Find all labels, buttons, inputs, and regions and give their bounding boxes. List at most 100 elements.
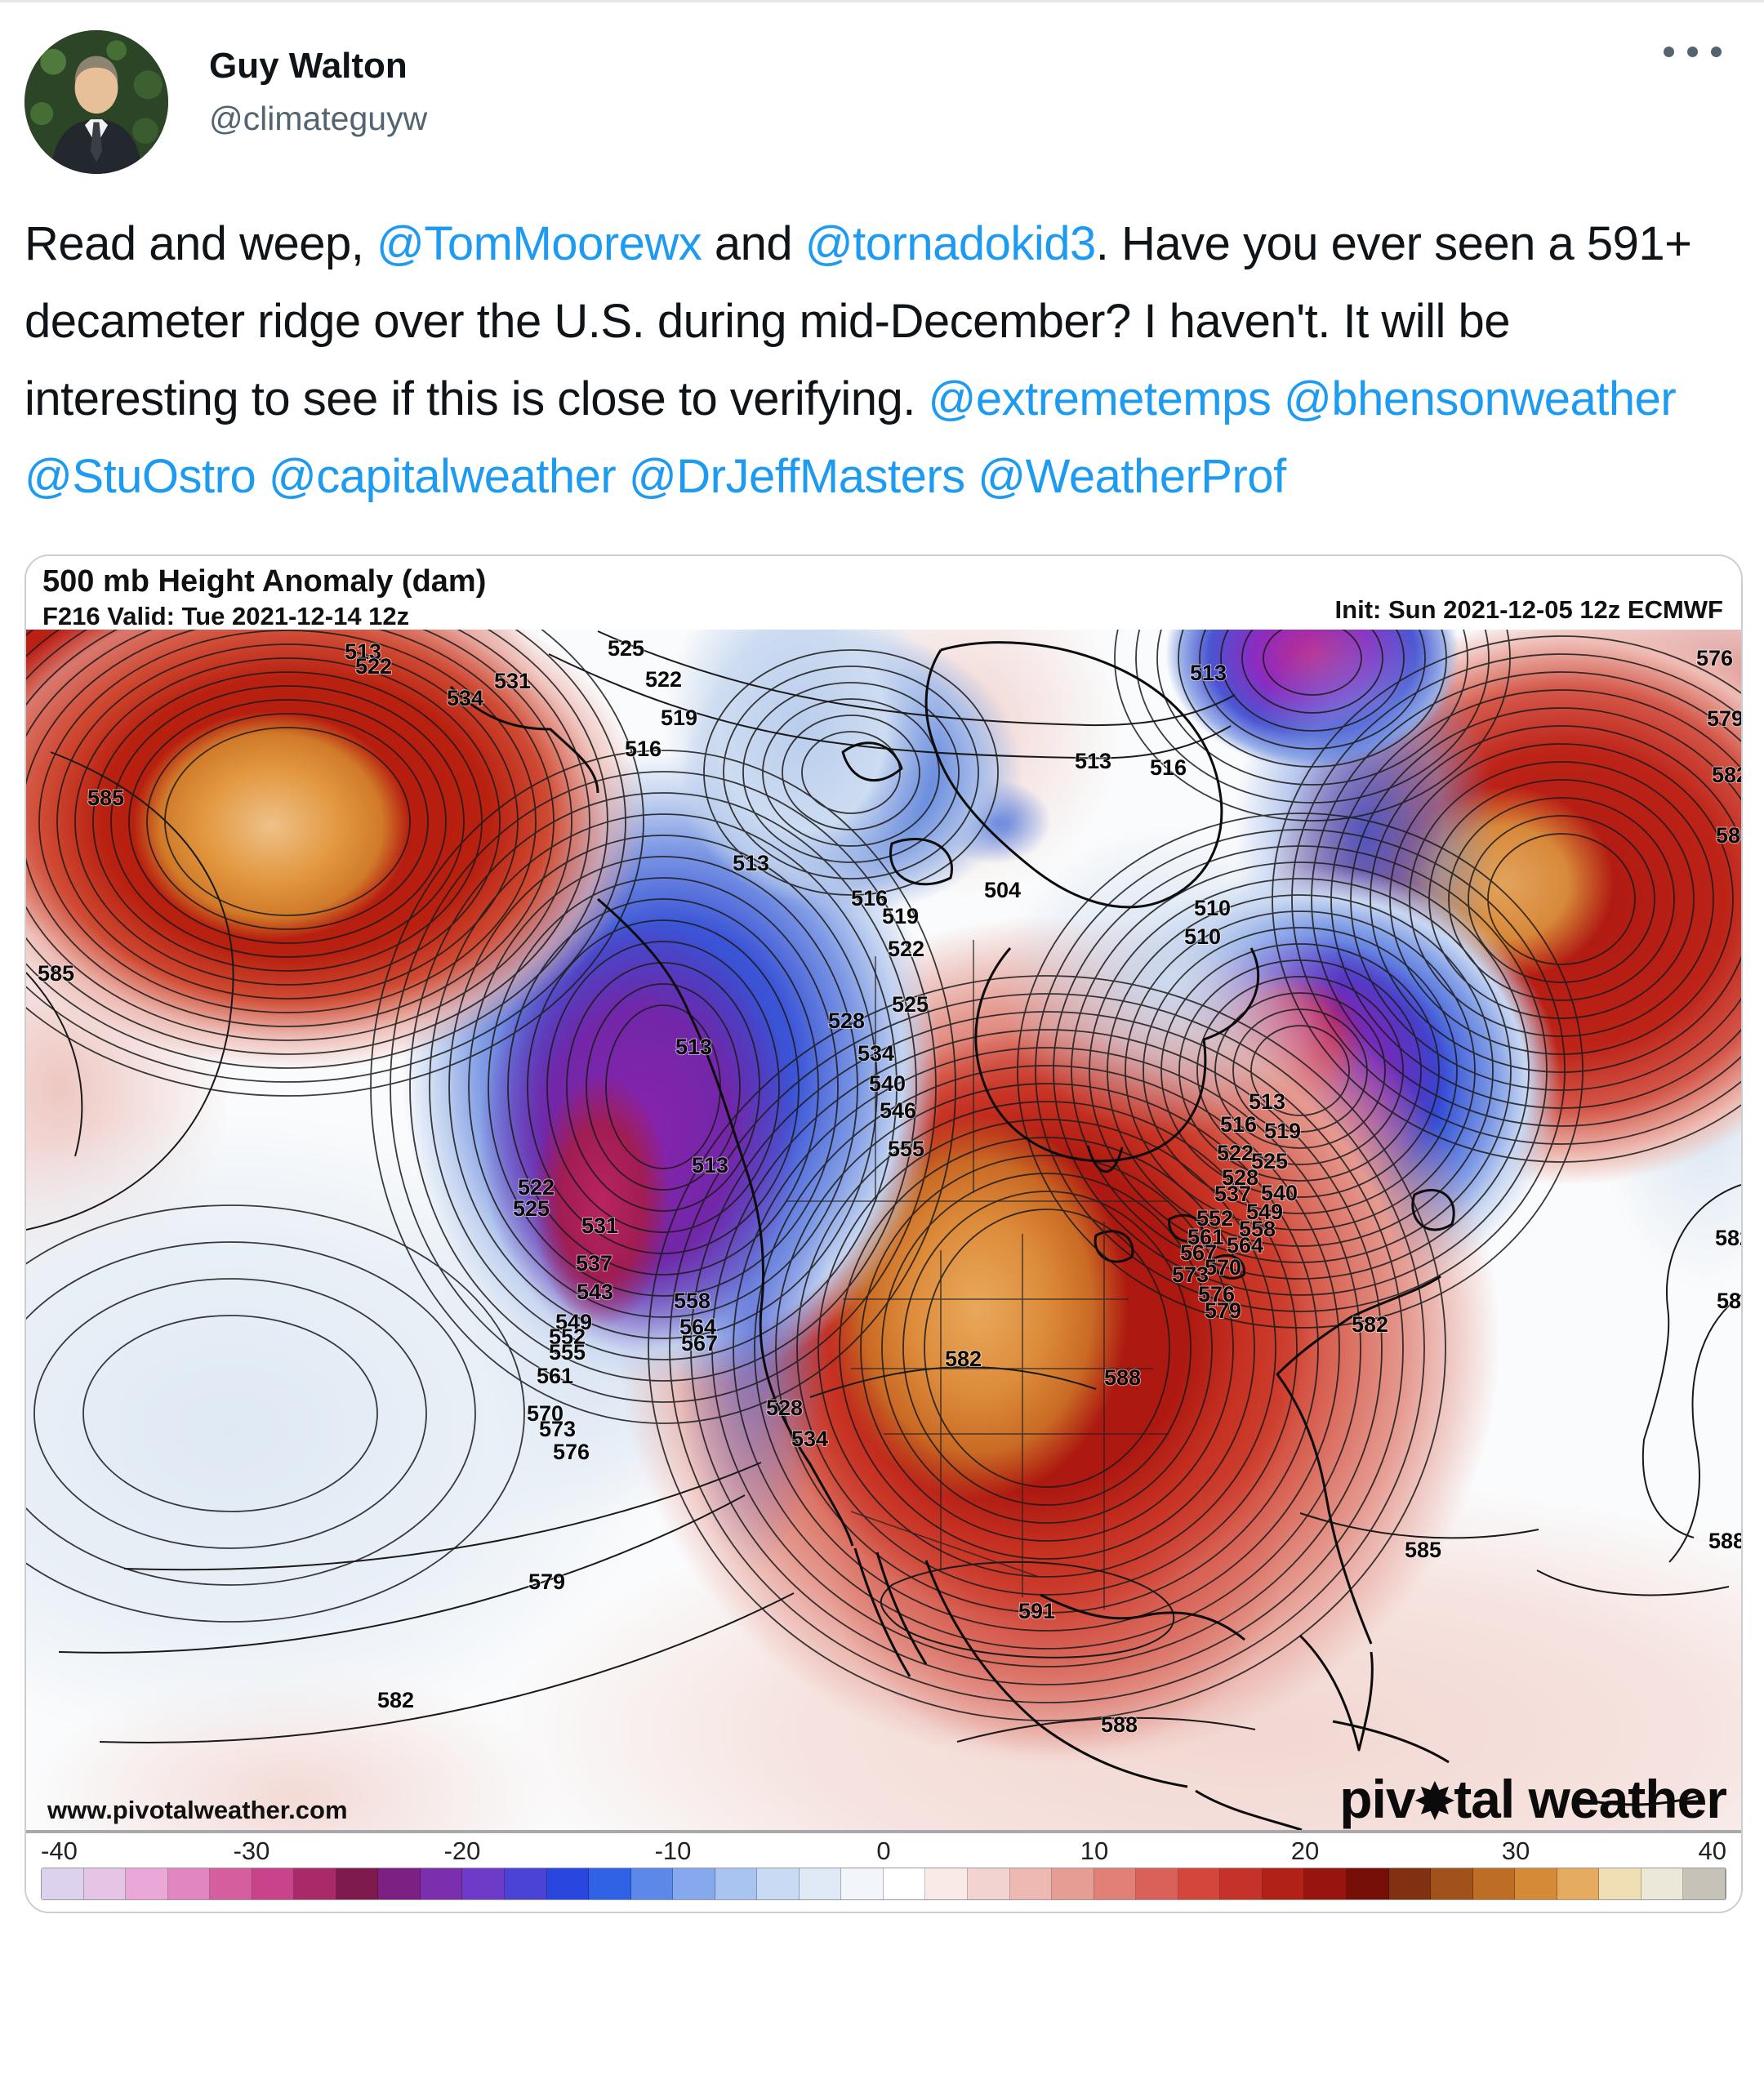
avatar-photo (24, 30, 168, 174)
svg-text:561: 561 (537, 1364, 573, 1388)
svg-text:588: 588 (1708, 1529, 1741, 1553)
colorbar-ticks: -40 -30 -20 -10 0 10 20 30 40 (41, 1837, 1726, 1868)
watermark-text: www.pivotalweather.com (47, 1796, 348, 1824)
avatar[interactable] (24, 30, 168, 174)
svg-text:528: 528 (766, 1396, 803, 1420)
author-handle: @climateguyw (209, 99, 428, 137)
state-borders (786, 940, 1169, 1609)
svg-text:591: 591 (1018, 1599, 1055, 1623)
svg-text:525: 525 (608, 636, 644, 661)
colorbar-tick: -30 (233, 1837, 270, 1865)
svg-text:528: 528 (828, 1008, 865, 1033)
colorbar-tick: 10 (1080, 1837, 1109, 1865)
colorbar (41, 1868, 1726, 1900)
mention-link[interactable]: @extremetemps (928, 372, 1272, 425)
svg-text:540: 540 (869, 1071, 906, 1096)
svg-text:567: 567 (681, 1331, 718, 1356)
svg-text:585: 585 (1405, 1538, 1441, 1562)
svg-text:588: 588 (1104, 1365, 1141, 1390)
map-graphic[interactable]: 513 522 531 534 525 522 519 516 513 585 585 513 516 5… (26, 630, 1741, 1830)
colorbar-tick: 0 (876, 1837, 891, 1865)
contour-rings (26, 630, 1741, 1721)
svg-text:579: 579 (528, 1569, 565, 1594)
svg-text:516: 516 (625, 737, 662, 761)
svg-text:546: 546 (880, 1098, 916, 1123)
mention-link[interactable]: @StuOstro (24, 450, 256, 503)
svg-text:534: 534 (447, 686, 483, 710)
svg-text:516: 516 (1220, 1112, 1257, 1137)
svg-text:504: 504 (984, 878, 1021, 902)
svg-text:585: 585 (1716, 823, 1741, 848)
svg-text:513: 513 (1075, 749, 1111, 773)
svg-text:531: 531 (494, 669, 531, 693)
svg-text:573: 573 (539, 1417, 576, 1441)
author-name: Guy Walton (209, 46, 408, 86)
colorbar-tick: -40 (41, 1837, 78, 1865)
svg-text:555: 555 (888, 1137, 924, 1161)
gear-icon: ✸ (1414, 1775, 1455, 1828)
top-divider (0, 0, 1764, 2)
svg-text:561: 561 (1187, 1225, 1224, 1249)
colorbar-tick: -10 (654, 1837, 692, 1865)
author-block[interactable]: Guy Walton @climateguyw (209, 30, 427, 138)
colorbar-tick: 30 (1501, 1837, 1530, 1865)
svg-text:522: 522 (645, 667, 682, 692)
svg-text:513: 513 (1190, 661, 1227, 685)
svg-text:513: 513 (733, 851, 769, 875)
svg-text:513: 513 (345, 639, 381, 664)
tweet-text: Read and weep, @TomMoorewx and @tornadok… (24, 217, 1692, 503)
svg-text:585: 585 (38, 961, 74, 986)
svg-text:543: 543 (577, 1280, 613, 1304)
mention-link[interactable]: @DrJeffMasters (628, 450, 965, 503)
svg-text:519: 519 (661, 706, 697, 730)
svg-text:534: 534 (791, 1427, 828, 1451)
mention-link[interactable]: @capitalweather (268, 450, 617, 503)
colorbar-tick: 40 (1698, 1837, 1726, 1865)
colorbar-tick: 20 (1290, 1837, 1320, 1865)
svg-text:513: 513 (675, 1035, 712, 1059)
svg-text:552: 552 (549, 1325, 586, 1349)
mention-link[interactable]: @TomMoorewx (376, 217, 702, 270)
tweet-header: Guy Walton @climateguyw (24, 2, 1740, 174)
svg-text:588: 588 (1101, 1712, 1138, 1737)
more-icon[interactable] (1655, 38, 1730, 65)
svg-text:564: 564 (679, 1315, 716, 1339)
svg-text:576: 576 (1198, 1282, 1235, 1307)
map-valid-time: F216 Valid: Tue 2021-12-14 12z (42, 601, 410, 630)
svg-text:576: 576 (553, 1440, 590, 1464)
svg-text:552: 552 (1196, 1206, 1233, 1231)
svg-text:513: 513 (1249, 1089, 1285, 1114)
svg-text:576: 576 (1696, 646, 1733, 670)
coastlines (449, 641, 1703, 1830)
svg-text:531: 531 (581, 1213, 618, 1238)
svg-text:549: 549 (1246, 1200, 1283, 1224)
svg-text:582: 582 (1715, 1226, 1741, 1250)
svg-text:537: 537 (576, 1251, 612, 1276)
svg-text:549: 549 (555, 1310, 592, 1334)
svg-text:510: 510 (1184, 924, 1221, 949)
svg-text:570: 570 (527, 1401, 564, 1426)
svg-text:513: 513 (692, 1153, 728, 1178)
svg-text:516: 516 (1150, 755, 1187, 780)
pivotal-weather-logo: piv✸tal weather (1339, 1769, 1727, 1829)
svg-text:585: 585 (87, 786, 124, 810)
svg-text:582: 582 (377, 1688, 414, 1712)
mention-link[interactable]: @WeatherProf (978, 450, 1286, 503)
svg-text:525: 525 (513, 1196, 550, 1221)
svg-text:579: 579 (1707, 706, 1741, 731)
mention-link[interactable]: @tornadokid3 (804, 217, 1097, 270)
svg-text:579: 579 (1205, 1298, 1241, 1323)
svg-text:522: 522 (1217, 1141, 1254, 1165)
svg-text:522: 522 (355, 654, 392, 679)
colorbar-strip: -40 -30 -20 -10 0 10 20 30 40 (26, 1830, 1741, 1912)
svg-text:567: 567 (1180, 1240, 1217, 1265)
svg-text:555: 555 (549, 1340, 586, 1365)
weather-map-card[interactable]: 500 mb Height Anomaly (dam) F216 Valid: … (24, 554, 1743, 1913)
svg-text:558: 558 (1239, 1217, 1276, 1241)
contour-lines (26, 630, 1741, 1743)
svg-text:510: 510 (1194, 896, 1231, 920)
svg-text:522: 522 (888, 937, 924, 961)
mention-link[interactable]: @bhensonweather (1283, 372, 1677, 425)
svg-text:519: 519 (882, 904, 919, 928)
